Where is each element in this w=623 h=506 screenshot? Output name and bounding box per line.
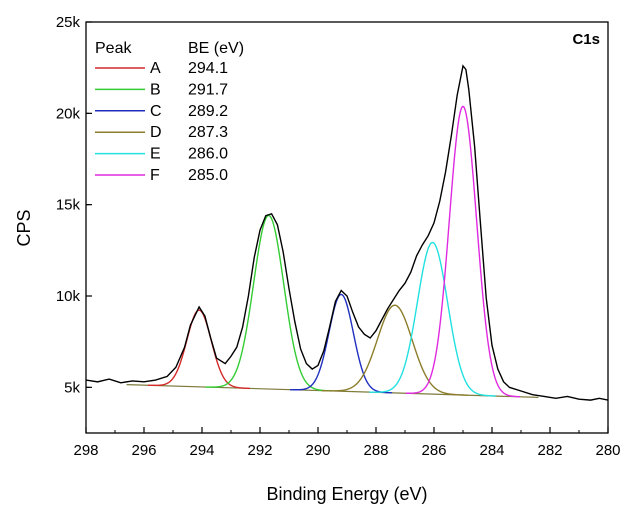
x-tick-label: 292: [247, 442, 272, 459]
legend-entry-b: B 291.7: [95, 81, 228, 98]
peak-a-curve: [147, 309, 251, 390]
legend-be-value: 291.7: [188, 81, 228, 98]
peak-b-curve: [205, 214, 332, 392]
x-tick-label: 286: [421, 442, 446, 459]
y-tick-label: 10k: [56, 288, 81, 305]
legend-peak-name: C: [150, 103, 162, 120]
legend-header-be: BE (eV): [188, 40, 244, 57]
x-tick-label: 282: [537, 442, 562, 459]
legend: Peak BE (eV) A 294.1 B 291.7 C 289.2 D 287.3 E 28…: [95, 40, 244, 184]
y-axis-label: CPS: [14, 209, 34, 246]
y-tick-label: 20k: [56, 105, 81, 122]
legend-entry-a: A 294.1: [95, 60, 228, 77]
legend-peak-name: E: [150, 146, 161, 163]
peak-c-curve: [290, 293, 393, 394]
legend-peak-name: D: [150, 124, 162, 141]
legend-entry-e: E 286.0: [95, 146, 228, 163]
legend-header-peak: Peak: [95, 40, 132, 57]
plot-frame: [85, 21, 609, 434]
y-tick-label: 25k: [56, 14, 81, 31]
legend-peak-name: A: [150, 60, 161, 77]
x-tick-label: 284: [479, 442, 504, 459]
peak-d-curve: [321, 304, 468, 396]
legend-be-value: 289.2: [188, 103, 228, 120]
y-tick-label: 15k: [56, 197, 81, 214]
peak-f-curve: [405, 105, 521, 398]
chart-title: C1s: [572, 31, 600, 48]
legend-entry-d: D 287.3: [95, 124, 228, 141]
x-axis-label: Binding Energy (eV): [266, 484, 427, 504]
x-tick-label: 294: [189, 442, 214, 459]
legend-be-value: 287.3: [188, 124, 228, 141]
legend-be-value: 285.0: [188, 167, 228, 184]
legend-peak-name: F: [150, 167, 160, 184]
y-tick-label: 5k: [64, 379, 80, 396]
legend-entry-c: C 289.2: [95, 103, 228, 120]
x-tick-label: 280: [595, 442, 620, 459]
x-tick-label: 290: [305, 442, 330, 459]
legend-be-value: 286.0: [188, 146, 228, 163]
raw-spectrum-line: [86, 64, 608, 401]
legend-be-value: 294.1: [188, 60, 228, 77]
peak-e-curve: [369, 241, 496, 397]
x-tick-label: 296: [131, 442, 156, 459]
x-tick-label: 298: [73, 442, 98, 459]
legend-peak-name: B: [150, 81, 161, 98]
x-tick-label: 288: [363, 442, 388, 459]
legend-entry-f: F 285.0: [95, 167, 228, 184]
